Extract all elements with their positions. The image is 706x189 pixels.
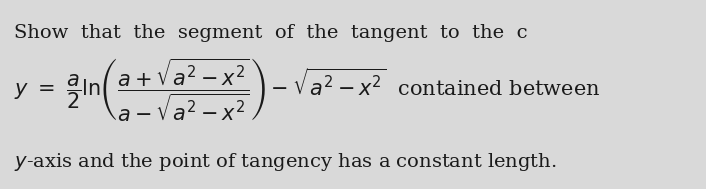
- Text: $y \ = \ \dfrac{a}{2} \ln\!\left(\dfrac{a+\sqrt{a^2-x^2}}{a-\sqrt{a^2-x^2}}\righ: $y \ = \ \dfrac{a}{2} \ln\!\left(\dfrac{…: [14, 57, 601, 124]
- Text: $y$-axis and the point of tangency has a constant length.: $y$-axis and the point of tangency has a…: [14, 151, 557, 173]
- Text: Show  that  the  segment  of  the  tangent  to  the  c: Show that the segment of the tangent to …: [14, 24, 528, 42]
